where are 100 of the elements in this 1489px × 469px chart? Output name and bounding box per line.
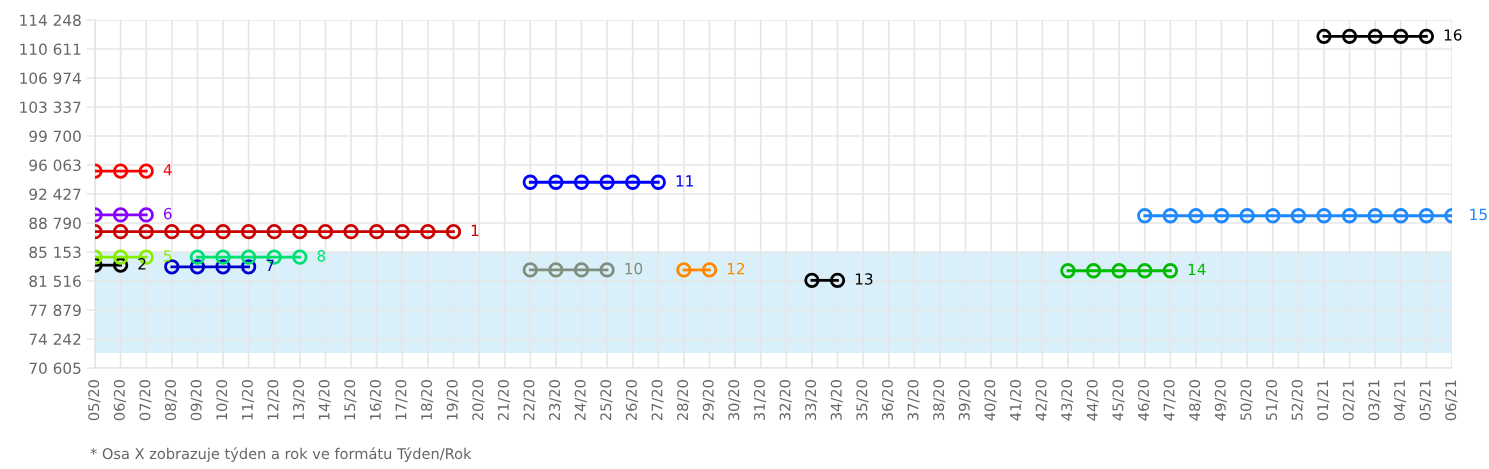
point — [522, 174, 538, 190]
point — [1393, 208, 1409, 224]
y-tick-label: 96 063 — [29, 159, 81, 172]
y-tick-label: 92 427 — [29, 188, 81, 201]
point — [1162, 263, 1178, 279]
y-tick-label: 74 242 — [29, 333, 81, 345]
point — [599, 262, 615, 278]
text: * Osa X zobrazuje týden a rok ve formátu Týden/Rok — [90, 447, 472, 462]
x-tick-label: 18/20 — [421, 380, 434, 420]
x-tick-label: 37/20 — [907, 380, 920, 421]
point — [1137, 263, 1153, 279]
point — [548, 262, 564, 278]
y-tick-label: 85 153 — [29, 246, 81, 259]
x-tick-label: 42/20 — [1035, 380, 1048, 421]
point — [1316, 208, 1332, 224]
series-label: 5 — [164, 250, 172, 262]
x-tick-label: 50/20 — [1240, 380, 1253, 421]
point — [292, 224, 308, 240]
point — [1393, 28, 1409, 44]
x-tick-label: 20/20 — [472, 380, 485, 421]
point — [317, 224, 334, 240]
x-tick-label: 13/20 — [293, 380, 306, 420]
point — [215, 249, 231, 265]
x-tick-label: 17/20 — [395, 380, 408, 420]
point — [625, 174, 641, 190]
point — [1162, 208, 1178, 224]
point — [369, 224, 385, 240]
point — [650, 174, 666, 190]
x-tick-label: 24/20 — [574, 380, 587, 421]
x-tick-label: 05/21 — [1419, 380, 1432, 421]
point — [599, 174, 615, 190]
point — [548, 174, 564, 190]
point — [112, 207, 129, 223]
series-label: 14 — [1188, 263, 1206, 275]
x-tick-label: 09/20 — [190, 380, 203, 421]
x-tick-label: 05/20 — [88, 380, 101, 421]
x-tick-label: 08/20 — [165, 380, 178, 421]
x-tick-label: 27/20 — [651, 380, 664, 421]
x-tick-label: 38/20 — [933, 380, 946, 421]
x-tick-label: 39/20 — [958, 380, 971, 421]
point — [1060, 263, 1076, 279]
y-tick-label: 88 790 — [29, 217, 81, 230]
x-tick-label: 02/21 — [1342, 380, 1355, 421]
x-tick-label: 32/20 — [779, 380, 792, 421]
x-tick-label: 44/20 — [1086, 380, 1099, 421]
x-tick-label: 19/20 — [446, 380, 459, 420]
point — [112, 249, 129, 265]
point — [445, 224, 462, 240]
x-tick-label: 34/20 — [830, 380, 843, 421]
point — [1418, 28, 1435, 44]
point — [420, 224, 436, 240]
series-label: 15 — [1470, 208, 1487, 221]
series-label: 7 — [266, 259, 274, 271]
y-tick-label: 81 516 — [29, 275, 81, 288]
point — [266, 224, 282, 240]
point — [1265, 208, 1281, 224]
x-tick-label: 46/20 — [1137, 380, 1151, 421]
x-tick-label: 51/20 — [1265, 380, 1279, 421]
y-tick-label: 77 879 — [29, 304, 81, 317]
point — [1213, 208, 1230, 224]
x-tick-label: 43/20 — [1061, 380, 1074, 421]
point — [189, 249, 206, 265]
point — [701, 262, 718, 278]
point — [112, 224, 129, 240]
point — [1111, 263, 1127, 279]
series-label: 12 — [727, 262, 745, 275]
x-tick-label: 03/21 — [1368, 380, 1381, 421]
point — [804, 272, 820, 288]
x-tick-label: 41/20 — [1009, 380, 1023, 421]
x-tick-label: 10/20 — [216, 380, 229, 420]
y-tick-label: 106 974 — [20, 72, 81, 85]
series-label: 16 — [1444, 29, 1462, 41]
x-tick-label: 48/20 — [1189, 380, 1202, 421]
x-tick-label: 47/20 — [1163, 380, 1176, 421]
y-tick-label: 103 337 — [20, 101, 81, 114]
point — [189, 224, 206, 240]
x-tick-label: 21/20 — [497, 380, 511, 421]
point — [829, 272, 846, 288]
point — [1341, 208, 1358, 224]
y-tick-label: 99 700 — [29, 130, 81, 143]
x-tick-label: 06/21 — [1445, 380, 1458, 421]
x-tick-label: 29/20 — [702, 380, 715, 421]
x-tick-label: 16/20 — [369, 380, 383, 420]
point — [522, 262, 538, 278]
x-tick-label: 28/20 — [677, 380, 690, 421]
point — [138, 224, 154, 240]
x-tick-label: 26/20 — [625, 380, 639, 421]
point — [394, 224, 410, 240]
x-tick-label: 52/20 — [1291, 380, 1304, 421]
x-tick-label: 23/20 — [549, 380, 562, 421]
series-label: 1 — [471, 224, 479, 236]
point — [1367, 28, 1383, 44]
point — [573, 174, 590, 190]
x-tick-label: 40/20 — [984, 380, 997, 421]
point — [1290, 208, 1307, 224]
point — [676, 262, 692, 278]
point — [1418, 208, 1435, 224]
y-tick-label: 70 605 — [29, 362, 81, 375]
series-label: 8 — [317, 250, 326, 262]
x-tick-label: 30/20 — [728, 380, 741, 421]
